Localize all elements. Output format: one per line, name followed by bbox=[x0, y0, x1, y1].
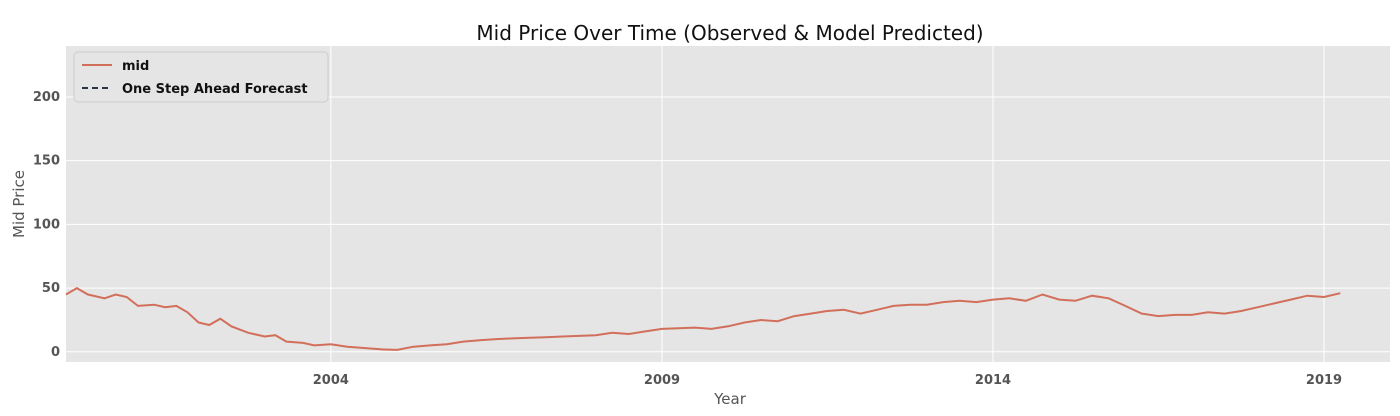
y-axis-label: Mid Price bbox=[10, 170, 28, 238]
x-tick-label: 2004 bbox=[313, 373, 349, 388]
y-tick-label: 100 bbox=[33, 217, 60, 232]
x-tick-label: 2014 bbox=[975, 373, 1011, 388]
x-tick-labels: 2004 2009 2014 2019 bbox=[313, 373, 1342, 388]
legend-label-forecast: One Step Ahead Forecast bbox=[122, 82, 308, 97]
y-tick-label: 0 bbox=[51, 345, 60, 360]
x-tick-label: 2019 bbox=[1306, 373, 1342, 388]
x-axis-label: Year bbox=[713, 390, 747, 408]
legend: mid One Step Ahead Forecast bbox=[73, 51, 329, 103]
x-tick-label: 2009 bbox=[644, 373, 680, 388]
series-layer bbox=[65, 286, 1341, 351]
y-tick-label: 150 bbox=[33, 154, 60, 169]
grid-lines bbox=[66, 46, 1390, 362]
y-tick-labels: 0 50 100 150 200 bbox=[33, 90, 60, 360]
chart-title: Mid Price Over Time (Observed & Model Pr… bbox=[476, 21, 983, 45]
series-line-0 bbox=[65, 286, 1341, 351]
y-tick-label: 200 bbox=[33, 90, 60, 105]
legend-label-mid: mid bbox=[122, 59, 149, 74]
legend-box bbox=[73, 51, 329, 103]
y-tick-label: 50 bbox=[42, 281, 60, 296]
